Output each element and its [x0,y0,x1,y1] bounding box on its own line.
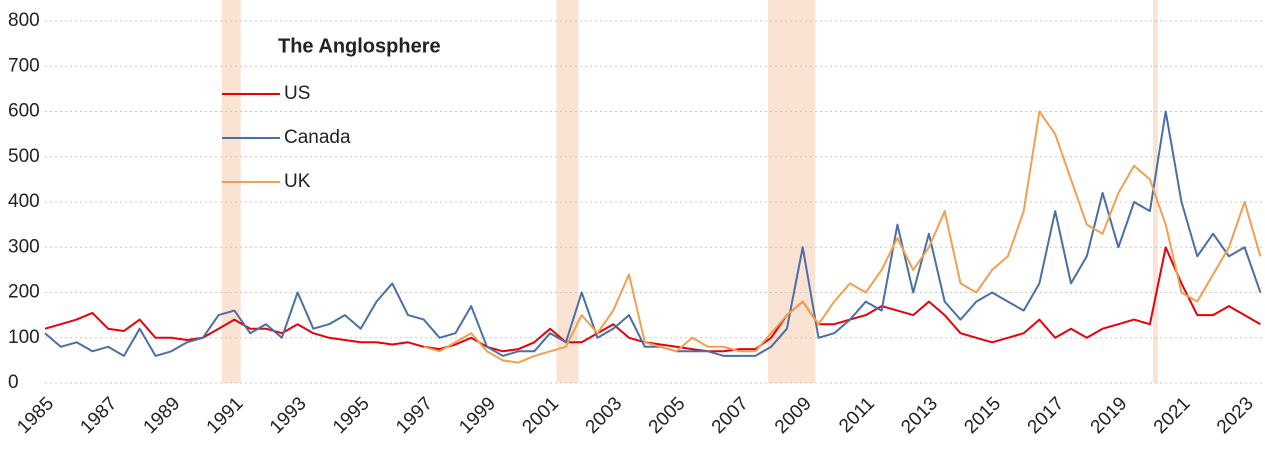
series-line [44,110,1262,357]
x-tick-label: 1999 [455,393,500,438]
recession-band [556,0,579,383]
x-tick-label: 2021 [1150,393,1195,438]
x-tick-label: 1997 [392,393,437,438]
recession-band [221,0,241,383]
x-tick-label: 2023 [1213,393,1258,438]
x-tick-label: 1987 [76,393,121,438]
x-tick-label: 2003 [582,393,627,438]
x-tick-label: 2009 [771,393,816,438]
x-tick-label: 2011 [835,393,879,437]
y-tick-label: 400 [8,191,40,212]
x-tick-label: 2007 [708,393,753,438]
y-tick-label: 0 [8,372,19,393]
x-tick-label: 1985 [13,393,58,438]
legend-label: Canada [284,127,351,148]
y-tick-label: 800 [8,10,40,31]
x-tick-label: 1991 [203,393,248,438]
x-tick-label: 1989 [140,393,185,438]
x-tick-label: 1993 [266,393,311,438]
x-tick-label: 2001 [518,393,563,438]
recession-band [1153,0,1158,383]
y-tick-label: 100 [8,327,40,348]
series-line [423,110,1262,364]
y-tick-label: 700 [8,55,40,76]
x-tick-label: 2017 [1024,393,1069,438]
y-tick-label: 600 [8,101,40,122]
x-tick-label: 2013 [897,393,942,438]
x-tick-label: 2019 [1087,393,1132,438]
legend-title: The Anglosphere [278,35,441,57]
legend-label: US [284,83,310,104]
legend-label: UK [284,171,311,192]
x-tick-label: 1995 [329,393,374,438]
series-line [44,246,1261,353]
x-tick-label: 2005 [645,393,690,438]
y-tick-label: 300 [8,236,40,257]
recession-band [767,0,816,383]
y-tick-label: 500 [8,146,40,167]
x-tick-label: 2015 [960,393,1005,438]
y-tick-label: 200 [8,282,40,303]
